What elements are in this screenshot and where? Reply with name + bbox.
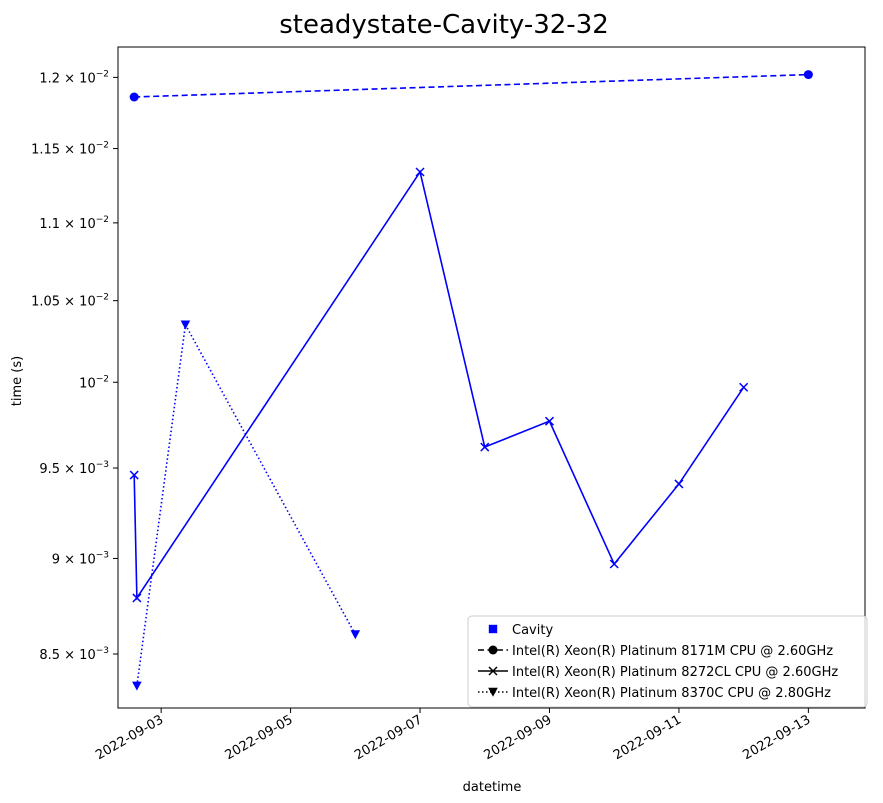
y-tick-label: 1.1 × 10−2 — [39, 215, 109, 232]
y-tick-label: 1.05 × 10−2 — [31, 293, 109, 310]
y-tick-exponent: −2 — [96, 69, 109, 79]
series-line — [134, 73, 809, 98]
y-tick-mantissa: 1.1 — [39, 217, 60, 232]
legend-label: Intel(R) Xeon(R) Platinum 8171M CPU @ 2.… — [512, 644, 833, 659]
data-point — [480, 442, 490, 452]
data-point — [180, 320, 191, 330]
y-tick-times: × 10 — [60, 648, 96, 663]
legend-marker — [488, 645, 498, 655]
x-tick-label: 2022-09-05 — [223, 712, 296, 763]
legend-entry: Cavity — [488, 623, 553, 638]
data-point — [415, 167, 425, 177]
y-tick-base: 10 — [79, 376, 96, 391]
y-tick-label: 9.5 × 10−3 — [39, 460, 109, 477]
data-point — [544, 416, 555, 426]
plot-frame — [117, 46, 866, 709]
y-axis-label: time (s) — [10, 356, 25, 406]
y-tick-label: 9 × 10−3 — [52, 550, 109, 567]
y-tick-exponent: −3 — [96, 550, 109, 560]
series-2 — [129, 167, 749, 603]
data-point — [609, 559, 619, 569]
y-tick-times: × 10 — [60, 295, 96, 310]
data-point — [129, 470, 139, 480]
series-line — [136, 322, 357, 686]
data-point — [803, 70, 813, 80]
data-point — [129, 92, 139, 102]
y-tick-exponent: −2 — [96, 215, 109, 225]
y-tick-mantissa: 9.5 — [39, 462, 60, 477]
y-tick-mantissa: 1.2 — [39, 71, 60, 86]
series-1 — [129, 70, 813, 102]
data-point — [674, 479, 684, 489]
y-tick-mantissa: 1.05 — [31, 295, 60, 310]
y-tick-label: 1.15 × 10−2 — [31, 141, 109, 158]
legend-marker — [488, 666, 498, 676]
y-tick-exponent: −2 — [96, 293, 109, 303]
legend-entry: Intel(R) Xeon(R) Platinum 8171M CPU @ 2.… — [478, 644, 833, 659]
x-tick-label: 2022-09-07 — [352, 712, 425, 763]
y-tick-exponent: −2 — [96, 141, 109, 151]
y-tick-times: × 10 — [60, 462, 96, 477]
data-point — [739, 382, 749, 392]
y-tick-exponent: −3 — [96, 460, 109, 470]
series-layer — [129, 70, 813, 691]
y-tick-times: × 10 — [60, 143, 96, 158]
y-tick-mantissa: 1.15 — [31, 143, 60, 158]
y-tick-mantissa: 8.5 — [39, 648, 60, 663]
legend-entry: Intel(R) Xeon(R) Platinum 8272CL CPU @ 2… — [478, 665, 838, 680]
plot-area — [117, 46, 866, 709]
y-tick-label: 1.2 × 10−2 — [39, 69, 109, 86]
data-point — [132, 593, 142, 603]
x-tick-label: 2022-09-11 — [611, 712, 684, 763]
y-tick-times: × 10 — [60, 217, 96, 232]
x-axis: 2022-09-03 2022-09-05 2022-09-07 2022-09-09… — [93, 708, 813, 763]
y-tick-exponent: −3 — [96, 646, 109, 656]
data-point — [132, 681, 142, 691]
y-tick-exponent: −2 — [96, 374, 109, 384]
x-tick-label: 2022-09-09 — [482, 712, 555, 763]
series-3 — [132, 320, 361, 691]
legend-frame — [467, 615, 868, 708]
legend-marker — [488, 624, 498, 634]
chart-title: steadystate-Cavity-32-32 — [279, 10, 609, 40]
y-axis: 8.5 × 10−39 × 10−39.5 × 10−310−21.05 × 1… — [31, 69, 118, 663]
y-tick-times: × 10 — [60, 71, 96, 86]
legend-label: Cavity — [512, 623, 553, 638]
y-tick-label: 8.5 × 10−3 — [39, 646, 109, 663]
x-tick-label: 2022-09-03 — [93, 712, 166, 763]
legend-entry: Intel(R) Xeon(R) Platinum 8370C CPU @ 2.… — [478, 686, 831, 701]
y-tick-mantissa: 9 — [52, 552, 60, 567]
data-point — [350, 630, 361, 640]
series-line — [133, 169, 745, 601]
legend-label: Intel(R) Xeon(R) Platinum 8370C CPU @ 2.… — [512, 686, 831, 701]
legend-label: Intel(R) Xeon(R) Platinum 8272CL CPU @ 2… — [512, 665, 838, 680]
y-tick-label: 10−2 — [79, 374, 109, 391]
x-tick-label: 2022-09-13 — [740, 712, 813, 763]
y-tick-times: × 10 — [60, 552, 96, 567]
legend: Cavity Intel(R) Xeon(R) Platinum 8171M CP… — [467, 615, 868, 708]
legend-marker — [488, 687, 498, 697]
x-axis-label: datetime — [463, 780, 522, 795]
